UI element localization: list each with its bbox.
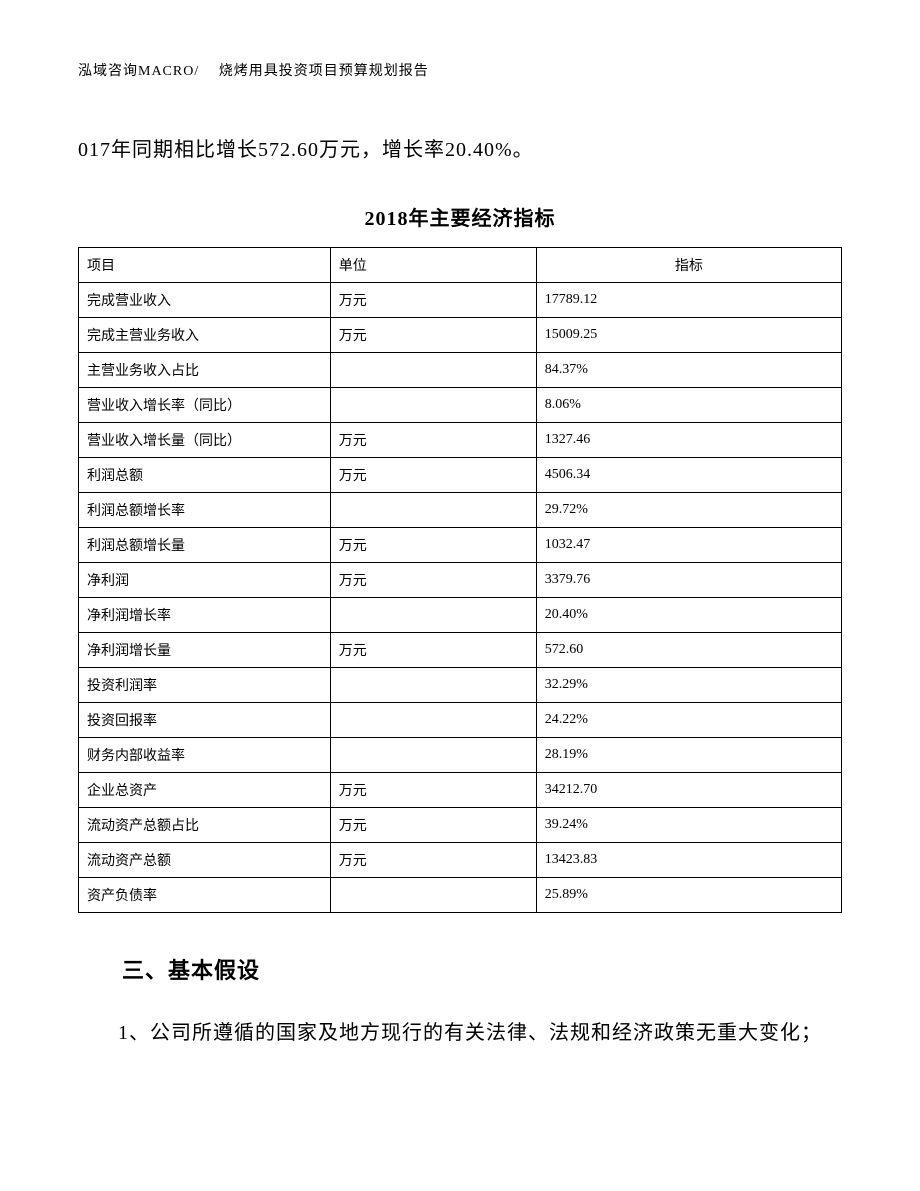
table-row: 流动资产总额万元13423.83 bbox=[79, 843, 842, 878]
cell-unit bbox=[330, 703, 536, 738]
cell-value: 572.60 bbox=[536, 633, 841, 668]
cell-value: 24.22% bbox=[536, 703, 841, 738]
table-row: 净利润万元3379.76 bbox=[79, 563, 842, 598]
col-header-unit: 单位 bbox=[330, 248, 536, 283]
cell-unit bbox=[330, 353, 536, 388]
cell-unit: 万元 bbox=[330, 633, 536, 668]
table-row: 营业收入增长量（同比）万元1327.46 bbox=[79, 423, 842, 458]
intro-paragraph: 017年同期相比增长572.60万元，增长率20.40%。 bbox=[78, 128, 842, 172]
cell-unit bbox=[330, 388, 536, 423]
table-row: 企业总资产万元34212.70 bbox=[79, 773, 842, 808]
section-heading: 三、基本假设 bbox=[78, 953, 842, 985]
cell-unit: 万元 bbox=[330, 773, 536, 808]
col-header-item: 项目 bbox=[79, 248, 331, 283]
cell-value: 3379.76 bbox=[536, 563, 841, 598]
cell-value: 4506.34 bbox=[536, 458, 841, 493]
cell-unit bbox=[330, 738, 536, 773]
cell-value: 34212.70 bbox=[536, 773, 841, 808]
cell-item: 净利润增长率 bbox=[79, 598, 331, 633]
cell-item: 营业收入增长量（同比） bbox=[79, 423, 331, 458]
cell-item: 利润总额 bbox=[79, 458, 331, 493]
table-row: 流动资产总额占比万元39.24% bbox=[79, 808, 842, 843]
cell-item: 投资利润率 bbox=[79, 668, 331, 703]
cell-item: 主营业务收入占比 bbox=[79, 353, 331, 388]
table-row: 净利润增长率 20.40% bbox=[79, 598, 842, 633]
cell-item: 净利润 bbox=[79, 563, 331, 598]
table-row: 财务内部收益率 28.19% bbox=[79, 738, 842, 773]
cell-item: 资产负债率 bbox=[79, 878, 331, 913]
cell-unit bbox=[330, 493, 536, 528]
cell-value: 20.40% bbox=[536, 598, 841, 633]
table-row: 营业收入增长率（同比） 8.06% bbox=[79, 388, 842, 423]
cell-unit: 万元 bbox=[330, 458, 536, 493]
cell-unit: 万元 bbox=[330, 423, 536, 458]
cell-unit: 万元 bbox=[330, 808, 536, 843]
cell-item: 利润总额增长量 bbox=[79, 528, 331, 563]
cell-unit: 万元 bbox=[330, 318, 536, 353]
cell-item: 财务内部收益率 bbox=[79, 738, 331, 773]
cell-value: 29.72% bbox=[536, 493, 841, 528]
cell-unit: 万元 bbox=[330, 283, 536, 318]
cell-value: 1327.46 bbox=[536, 423, 841, 458]
cell-unit bbox=[330, 668, 536, 703]
cell-value: 32.29% bbox=[536, 668, 841, 703]
table-row: 资产负债率 25.89% bbox=[79, 878, 842, 913]
cell-unit bbox=[330, 878, 536, 913]
table-row: 利润总额万元4506.34 bbox=[79, 458, 842, 493]
cell-value: 15009.25 bbox=[536, 318, 841, 353]
cell-item: 投资回报率 bbox=[79, 703, 331, 738]
table-title: 2018年主要经济指标 bbox=[78, 202, 842, 231]
cell-item: 利润总额增长率 bbox=[79, 493, 331, 528]
cell-value: 1032.47 bbox=[536, 528, 841, 563]
table-row: 主营业务收入占比 84.37% bbox=[79, 353, 842, 388]
table-row: 完成主营业务收入万元15009.25 bbox=[79, 318, 842, 353]
cell-value: 25.89% bbox=[536, 878, 841, 913]
cell-item: 完成营业收入 bbox=[79, 283, 331, 318]
cell-value: 8.06% bbox=[536, 388, 841, 423]
cell-value: 17789.12 bbox=[536, 283, 841, 318]
cell-item: 营业收入增长率（同比） bbox=[79, 388, 331, 423]
table-row: 投资回报率 24.22% bbox=[79, 703, 842, 738]
page-header: 泓域咨询MACRO/ 烧烤用具投资项目预算规划报告 bbox=[78, 60, 842, 80]
table-body: 完成营业收入万元17789.12 完成主营业务收入万元15009.25 主营业务… bbox=[79, 283, 842, 913]
table-row: 利润总额增长量万元1032.47 bbox=[79, 528, 842, 563]
cell-value: 13423.83 bbox=[536, 843, 841, 878]
table-header-row: 项目 单位 指标 bbox=[79, 248, 842, 283]
col-header-value: 指标 bbox=[536, 248, 841, 283]
cell-value: 39.24% bbox=[536, 808, 841, 843]
economic-indicators-table: 项目 单位 指标 完成营业收入万元17789.12 完成主营业务收入万元1500… bbox=[78, 247, 842, 913]
cell-unit: 万元 bbox=[330, 563, 536, 598]
table-row: 利润总额增长率 29.72% bbox=[79, 493, 842, 528]
cell-item: 完成主营业务收入 bbox=[79, 318, 331, 353]
cell-item: 流动资产总额占比 bbox=[79, 808, 331, 843]
cell-item: 企业总资产 bbox=[79, 773, 331, 808]
cell-value: 28.19% bbox=[536, 738, 841, 773]
cell-unit: 万元 bbox=[330, 843, 536, 878]
document-page: 泓域咨询MACRO/ 烧烤用具投资项目预算规划报告 017年同期相比增长572.… bbox=[0, 0, 920, 1117]
cell-unit bbox=[330, 598, 536, 633]
table-row: 完成营业收入万元17789.12 bbox=[79, 283, 842, 318]
table-row: 投资利润率 32.29% bbox=[79, 668, 842, 703]
table-row: 净利润增长量万元572.60 bbox=[79, 633, 842, 668]
numbered-paragraph: 1、公司所遵循的国家及地方现行的有关法律、法规和经济政策无重大变化； bbox=[78, 1009, 842, 1057]
cell-item: 流动资产总额 bbox=[79, 843, 331, 878]
cell-unit: 万元 bbox=[330, 528, 536, 563]
cell-item: 净利润增长量 bbox=[79, 633, 331, 668]
cell-value: 84.37% bbox=[536, 353, 841, 388]
